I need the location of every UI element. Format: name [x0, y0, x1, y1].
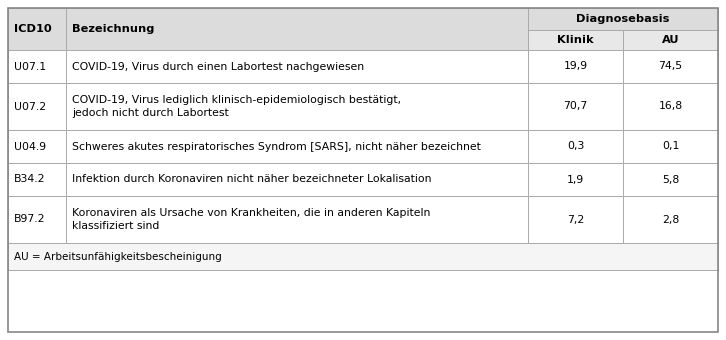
Bar: [66, 50, 528, 83]
Bar: [623, 163, 718, 196]
Bar: [623, 50, 718, 83]
Bar: [528, 196, 623, 243]
Text: 19,9: 19,9: [563, 62, 587, 71]
Text: 70,7: 70,7: [563, 102, 587, 112]
Text: COVID-19, Virus durch einen Labortest nachgewiesen: COVID-19, Virus durch einen Labortest na…: [72, 62, 364, 71]
Bar: [528, 130, 623, 163]
Bar: [528, 163, 623, 196]
Text: Diagnosebasis: Diagnosebasis: [576, 14, 669, 24]
Text: COVID-19, Virus lediglich klinisch-epidemiologisch bestätigt,: COVID-19, Virus lediglich klinisch-epide…: [72, 95, 401, 105]
Bar: [8, 8, 66, 50]
Text: Schweres akutes respiratorisches Syndrom [SARS], nicht näher bezeichnet: Schweres akutes respiratorisches Syndrom…: [72, 141, 481, 152]
Bar: [8, 50, 66, 83]
Text: 0,1: 0,1: [662, 141, 680, 152]
Bar: [8, 243, 718, 270]
Text: AU: AU: [662, 35, 680, 45]
Text: 5,8: 5,8: [662, 174, 679, 185]
Bar: [66, 83, 528, 130]
Bar: [528, 30, 623, 50]
Text: Klinik: Klinik: [557, 35, 594, 45]
Text: 74,5: 74,5: [658, 62, 682, 71]
Text: AU = Arbeitsunfähigkeitsbescheinigung: AU = Arbeitsunfähigkeitsbescheinigung: [14, 252, 221, 261]
Bar: [528, 83, 623, 130]
Bar: [8, 196, 66, 243]
Text: B97.2: B97.2: [14, 215, 46, 224]
Bar: [66, 163, 528, 196]
Text: B34.2: B34.2: [14, 174, 46, 185]
Bar: [623, 196, 718, 243]
Text: Koronaviren als Ursache von Krankheiten, die in anderen Kapiteln: Koronaviren als Ursache von Krankheiten,…: [72, 208, 431, 218]
Bar: [66, 196, 528, 243]
Text: ICD10: ICD10: [14, 24, 52, 34]
Bar: [528, 50, 623, 83]
Text: jedoch nicht durch Labortest: jedoch nicht durch Labortest: [72, 108, 229, 118]
Bar: [623, 83, 718, 130]
Bar: [8, 130, 66, 163]
Bar: [66, 8, 528, 50]
Text: 7,2: 7,2: [567, 215, 584, 224]
Bar: [528, 8, 718, 30]
Text: Infektion durch Koronaviren nicht näher bezeichneter Lokalisation: Infektion durch Koronaviren nicht näher …: [72, 174, 431, 185]
Text: Bezeichnung: Bezeichnung: [72, 24, 155, 34]
Text: klassifiziert sind: klassifiziert sind: [72, 221, 160, 231]
Text: 1,9: 1,9: [567, 174, 584, 185]
Text: 0,3: 0,3: [567, 141, 584, 152]
Bar: [623, 30, 718, 50]
Bar: [8, 83, 66, 130]
Text: U07.1: U07.1: [14, 62, 46, 71]
Text: U07.2: U07.2: [14, 102, 46, 112]
Text: U04.9: U04.9: [14, 141, 46, 152]
Bar: [66, 130, 528, 163]
Bar: [8, 163, 66, 196]
Bar: [623, 130, 718, 163]
Text: 16,8: 16,8: [658, 102, 682, 112]
Text: 2,8: 2,8: [662, 215, 679, 224]
